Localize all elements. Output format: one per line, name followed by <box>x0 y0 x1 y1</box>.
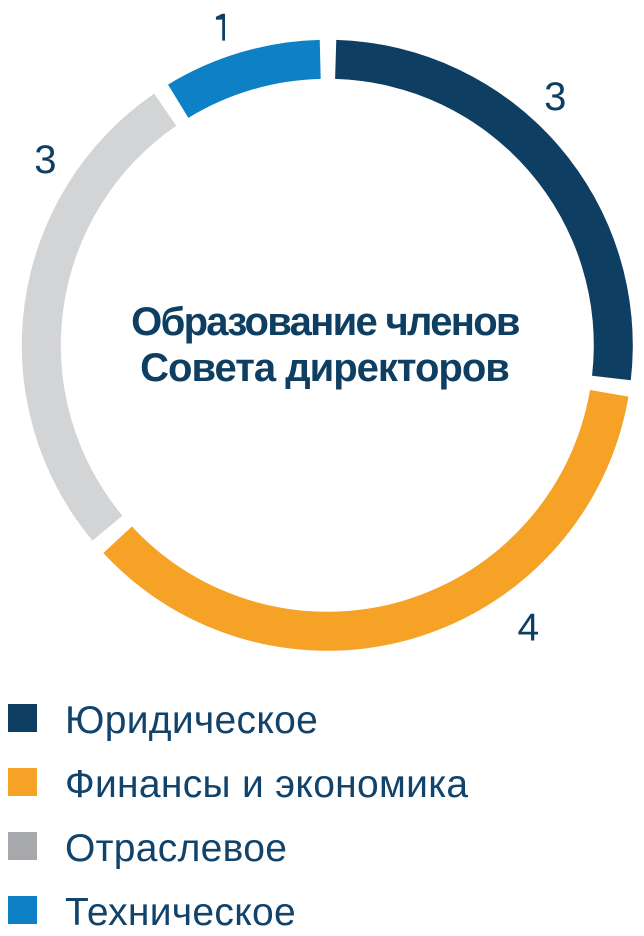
svg-text:Совета директоров: Совета директоров <box>140 346 509 390</box>
svg-text:Техническое: Техническое <box>65 891 296 934</box>
svg-text:Финансы и экономика: Финансы и экономика <box>65 763 468 806</box>
svg-text:Юридическое: Юридическое <box>65 699 318 742</box>
svg-text:3: 3 <box>34 138 56 182</box>
svg-text:Отраслевое: Отраслевое <box>65 827 287 870</box>
svg-text:Образование членов: Образование членов <box>131 300 520 344</box>
svg-text:4: 4 <box>517 606 539 649</box>
svg-text:3: 3 <box>544 75 566 119</box>
